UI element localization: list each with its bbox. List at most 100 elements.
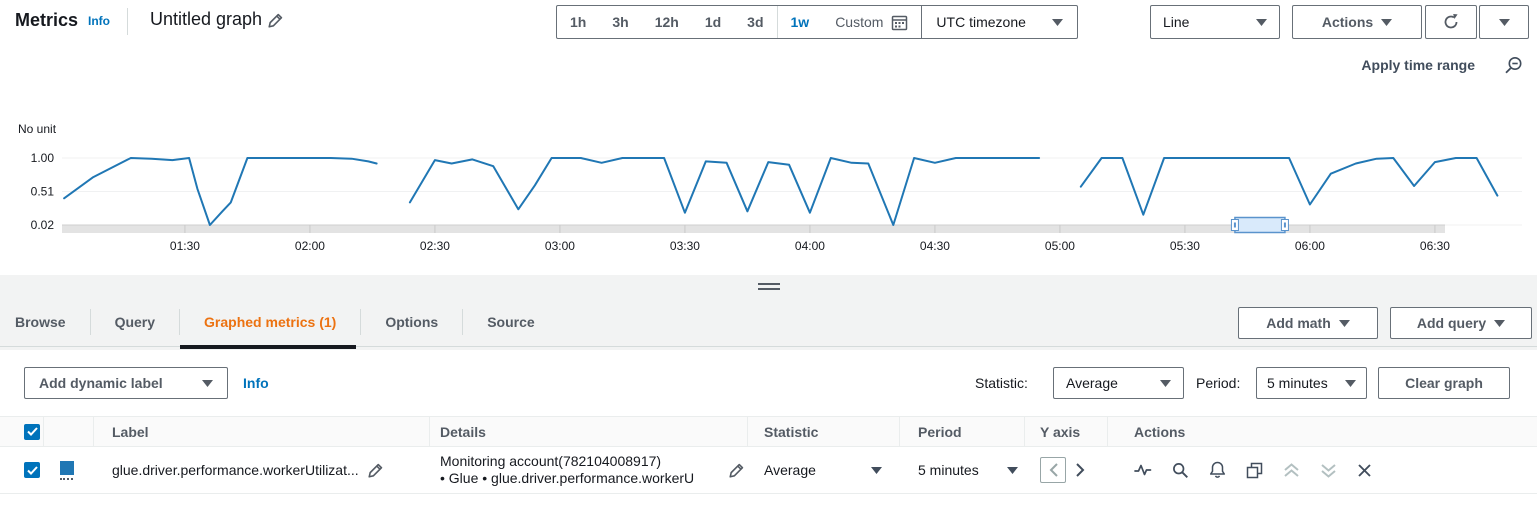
svg-text:1.00: 1.00 <box>31 151 55 165</box>
svg-text:04:00: 04:00 <box>795 239 825 253</box>
column-header-statistic: Statistic <box>748 417 900 446</box>
chevron-left-icon <box>1049 463 1058 477</box>
time-range-custom[interactable]: Custom <box>822 6 921 38</box>
send-to-back-icon[interactable] <box>1320 463 1337 478</box>
tabs: Browse Query Graphed metrics (1) Options Sou… <box>15 297 559 349</box>
column-header-details: Details <box>430 417 748 446</box>
edit-graph-name-icon[interactable] <box>267 12 284 29</box>
tab-source[interactable]: Source <box>487 314 535 330</box>
color-swatch <box>60 460 74 475</box>
metric-details-line1: Monitoring account(782104008917) <box>440 453 662 469</box>
svg-text:02:30: 02:30 <box>420 239 450 253</box>
add-math-button[interactable]: Add math <box>1238 307 1378 339</box>
metrics-chart[interactable]: 1.00 0.51 0.02 01:30 02:00 02:30 03:00 03:30 04:… <box>0 44 1537 275</box>
create-alarm-bell-icon[interactable] <box>1209 461 1226 479</box>
search-metric-icon[interactable] <box>1172 462 1189 479</box>
graph-metric-sparkline-icon[interactable] <box>1134 462 1152 478</box>
table-row: glue.driver.performance.workerUtilizat..… <box>0 447 1537 494</box>
chevron-down-icon <box>1338 319 1350 327</box>
select-all-checkbox[interactable] <box>24 423 40 440</box>
refresh-options-button[interactable] <box>1479 5 1529 39</box>
apply-time-range-button[interactable]: Apply time range <box>1361 57 1475 73</box>
svg-text:05:00: 05:00 <box>1045 239 1075 253</box>
chart-type-select[interactable]: Line <box>1150 5 1280 39</box>
timezone-select[interactable]: UTC timezone <box>921 6 1076 38</box>
chevron-down-icon <box>1494 319 1506 327</box>
clear-graph-button[interactable]: Clear graph <box>1378 367 1510 399</box>
chevron-down-icon <box>1160 379 1171 387</box>
svg-text:03:30: 03:30 <box>670 239 700 253</box>
check-icon <box>26 427 38 436</box>
chevron-down-icon <box>1498 18 1510 26</box>
remove-metric-icon[interactable] <box>1357 463 1372 478</box>
tab-options[interactable]: Options <box>385 314 439 330</box>
actions-button[interactable]: Actions <box>1292 5 1422 39</box>
time-range-1w[interactable]: 1w <box>790 14 810 30</box>
chart-type-value: Line <box>1163 14 1190 30</box>
chevron-down-icon <box>1381 18 1393 26</box>
chevron-down-icon <box>1256 18 1267 26</box>
tabs-row: Browse Query Graphed metrics (1) Options Sou… <box>0 297 1537 349</box>
y-axis-unit-label: No unit <box>18 122 57 136</box>
chevron-down-icon <box>202 379 213 387</box>
y-axis-left-toggle[interactable] <box>1040 457 1066 483</box>
column-header-label: Label <box>94 417 430 446</box>
time-range-3d[interactable]: 3d <box>747 14 764 30</box>
row-period-select[interactable]: 5 minutes <box>918 462 1018 478</box>
svg-text:01:30: 01:30 <box>170 239 200 253</box>
chart-panel: Apply time range No unit 1.00 0.51 0.02 01:… <box>0 44 1537 275</box>
scrollbar-selection[interactable] <box>1234 216 1286 234</box>
add-dynamic-label-button[interactable]: Add dynamic label <box>24 367 228 399</box>
chevron-right-icon <box>1075 463 1084 477</box>
panel-resize-strip <box>0 275 1537 297</box>
table-header: Label Details Statistic Period Y axis Ac… <box>0 416 1537 447</box>
time-range-group: 1h 3h 12h 1d 3d 1w Custom UTC timezone <box>556 5 1078 39</box>
dynamic-label-info-link[interactable]: Info <box>243 375 269 391</box>
bring-to-front-icon[interactable] <box>1283 462 1300 478</box>
svg-text:0.02: 0.02 <box>31 218 55 232</box>
row-checkbox[interactable] <box>24 462 40 478</box>
time-range-3h[interactable]: 3h <box>612 14 629 30</box>
column-header-period: Period <box>900 417 1025 446</box>
metric-details-line2: • Glue • glue.driver.performance.workerU <box>440 470 695 486</box>
duplicate-icon[interactable] <box>1246 462 1263 479</box>
refresh-icon <box>1444 14 1458 29</box>
zoom-out-icon[interactable] <box>1503 56 1523 76</box>
time-range-1h[interactable]: 1h <box>570 14 587 30</box>
resize-handle-icon[interactable] <box>758 283 780 293</box>
statistic-select[interactable]: Average <box>1053 367 1184 399</box>
tab-graphed-metrics-1[interactable]: Graphed metrics (1) <box>180 297 360 349</box>
graph-name: Untitled graph <box>150 9 284 30</box>
graphed-metrics-panel: Add dynamic label Info Statistic: Averag… <box>0 350 1537 515</box>
svg-text:04:30: 04:30 <box>920 239 950 253</box>
edit-label-icon[interactable] <box>367 462 384 479</box>
edit-details-icon[interactable] <box>728 462 745 479</box>
refresh-button[interactable] <box>1425 5 1477 39</box>
row-statistic-select[interactable]: Average <box>764 462 882 478</box>
tab-query[interactable]: Query <box>114 314 156 330</box>
metric-color-swatch[interactable] <box>60 460 94 480</box>
period-select[interactable]: 5 minutes <box>1256 367 1367 399</box>
tab-browse[interactable]: Browse <box>15 314 66 330</box>
svg-text:06:30: 06:30 <box>1420 239 1450 253</box>
time-range-12h[interactable]: 12h <box>654 14 679 30</box>
top-panel: Metrics Info Untitled graph 1h 3h 12h 1d 3d 1… <box>0 0 1537 275</box>
column-header-y-axis: Y axis <box>1025 417 1108 446</box>
group-divider <box>776 6 778 38</box>
tab-separator <box>179 309 181 335</box>
chevron-down-icon <box>1007 466 1018 474</box>
page-title: Metrics <box>15 10 79 30</box>
chevron-down-icon <box>1345 379 1356 387</box>
chevron-down-icon <box>1051 18 1063 26</box>
graphed-metrics-table: Label Details Statistic Period Y axis Ac… <box>0 416 1537 494</box>
calendar-icon <box>892 15 908 30</box>
tab-separator <box>462 309 464 335</box>
title-divider <box>127 8 128 35</box>
time-range-1d[interactable]: 1d <box>704 14 722 30</box>
metrics-info-link[interactable]: Info <box>88 14 110 28</box>
add-query-button[interactable]: Add query <box>1390 307 1532 339</box>
column-header-actions: Actions <box>1134 423 1186 440</box>
check-icon <box>26 465 38 475</box>
y-axis-right-toggle[interactable] <box>1070 457 1090 483</box>
